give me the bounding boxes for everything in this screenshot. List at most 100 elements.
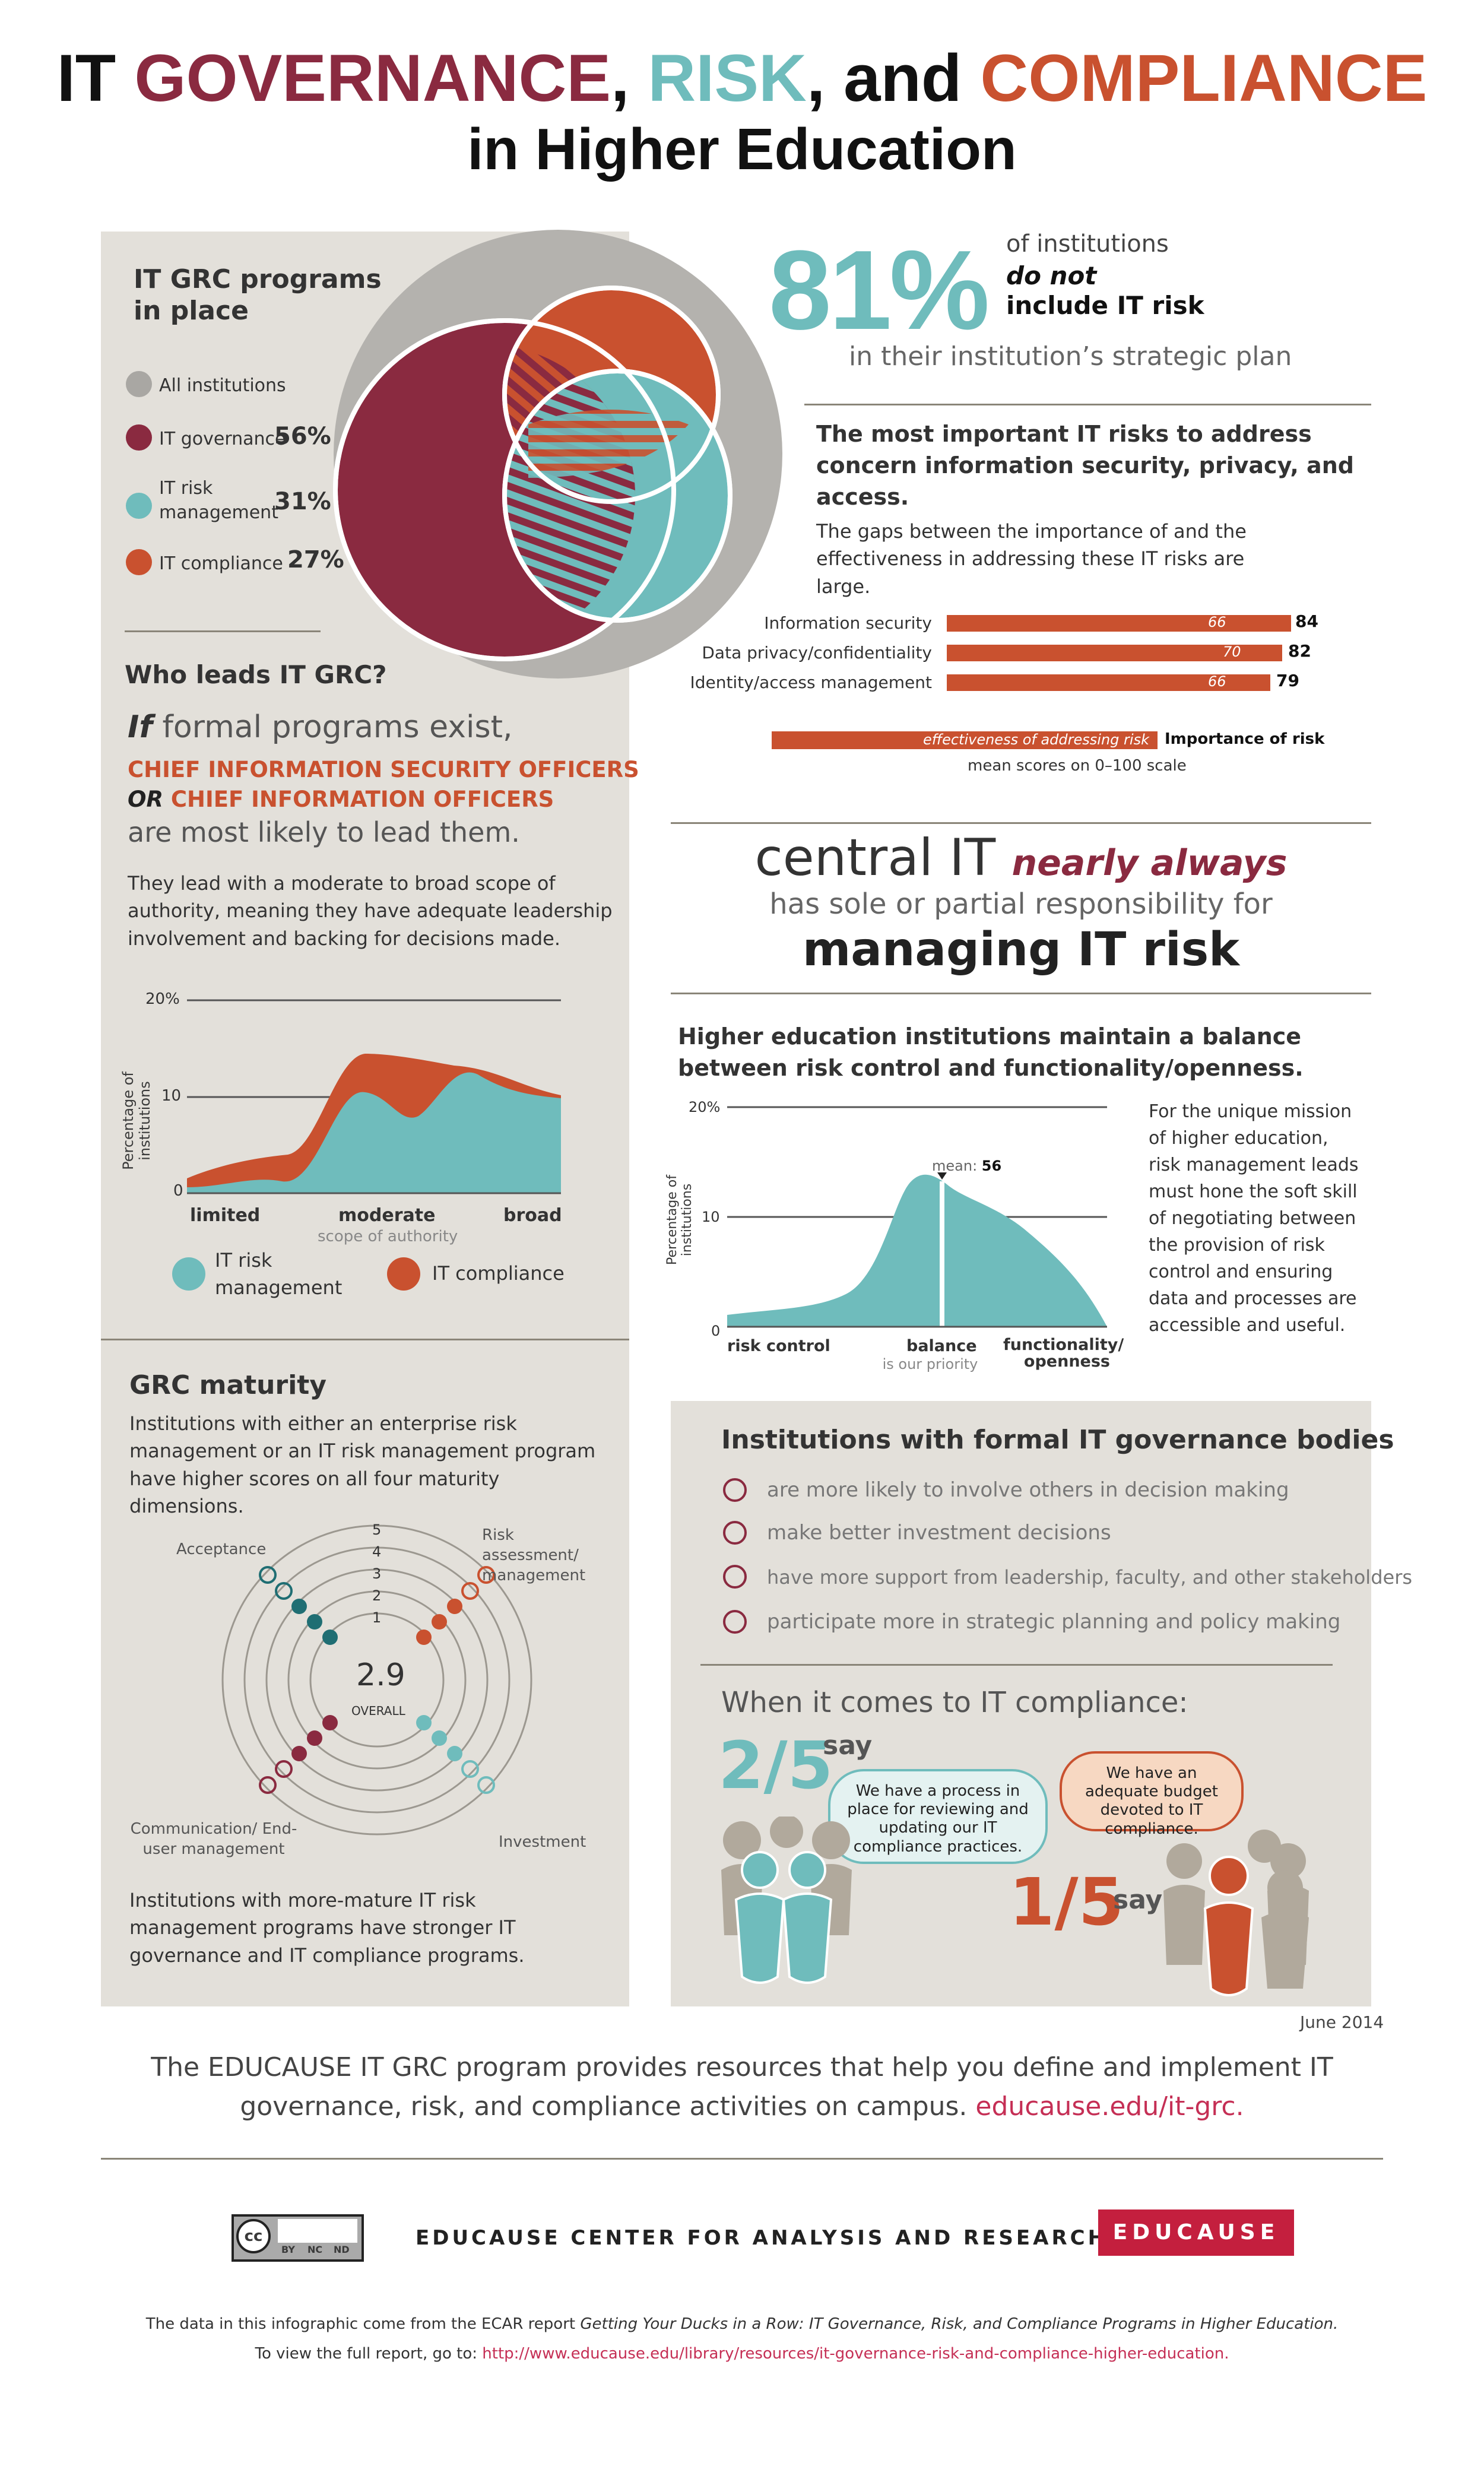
balance-ytick: 20% [689, 1099, 721, 1115]
balance-area-chart [727, 1106, 1107, 1328]
legend-dot-all [126, 371, 152, 397]
legend-label-all: All institutions [159, 375, 286, 396]
risk-label: Identity/access management [690, 673, 932, 692]
legend-pct-governance: 56% [274, 423, 331, 450]
legend-pct-compliance: 27% [287, 546, 344, 573]
scope-xsub: scope of authority [318, 1228, 458, 1245]
bodies-item: make better investment decisions [767, 1521, 1111, 1545]
maturity-communication-points [259, 1715, 338, 1794]
cc-label-by: BY [281, 2244, 295, 2255]
maturity-heading: GRC maturity [129, 1370, 326, 1400]
risk-importance-bar [947, 674, 1270, 691]
stat-81-percent: 81% [769, 227, 990, 353]
ecar-name: EDUCAUSE CENTER FOR ANALYSIS AND RESEARC… [416, 2226, 1108, 2250]
compliance-bubble2: We have an adequate budget devoted to IT… [1060, 1751, 1244, 1838]
maturity-radial-chart [221, 1524, 532, 1836]
stat-81-line2: do not [1006, 261, 1097, 290]
balance-x-mid-sub: is our priority [882, 1356, 978, 1372]
scope-legend-compliance: IT compliance [432, 1262, 565, 1285]
people-group-teal [721, 1817, 852, 1984]
legend-label-risk: IT risk management [159, 478, 278, 523]
scope-xtick: limited [190, 1205, 261, 1226]
stat-81-line1: of institutions [1006, 230, 1169, 258]
footer-text: The EDUCAUSE IT GRC program provides res… [151, 2052, 1333, 2122]
maturity-tick: 2 [372, 1587, 382, 1604]
balance-x-right: functionality/ openness [1003, 1336, 1124, 1371]
central-line1: central IT nearly always [754, 828, 1288, 887]
balance-distribution [727, 1174, 1107, 1327]
risk-importance-value: 84 [1295, 611, 1318, 631]
source-line1: The data in this infographic come from t… [145, 2315, 1339, 2333]
bullet-circle [723, 1521, 747, 1545]
legend-importance-label: Importance of risk [1165, 730, 1325, 748]
maturity-tick: 3 [372, 1565, 382, 1582]
leads-likely: are most likely to lead them. [128, 816, 520, 848]
risk-importance-bar [947, 645, 1282, 661]
stat-81-line3: include IT risk [1006, 291, 1204, 320]
balance-ytick: 10 [702, 1209, 720, 1225]
cc-label-nd: ND [334, 2244, 350, 2255]
maturity-desc: Institutions with either an enterprise r… [129, 1412, 596, 1518]
divider [804, 404, 1371, 405]
maturity-dim-risk: Risk assessment/ management [482, 1526, 586, 1584]
maturity-tick: 5 [372, 1521, 382, 1538]
compliance-say1: say [823, 1730, 873, 1761]
maturity-center-label: OVERALL [351, 1704, 405, 1718]
legend-label-compliance: IT compliance [159, 553, 283, 574]
divider [671, 822, 1371, 824]
maturity-dim-investment: Investment [499, 1833, 586, 1851]
bodies-item: participate more in strategic planning a… [767, 1610, 1341, 1634]
compliance-say2: say [1113, 1885, 1163, 1915]
balance-x-mid: balance [906, 1337, 977, 1355]
cc-license-badge: cc BY NC ND [232, 2214, 364, 2262]
risk-scale-note: mean scores on 0–100 scale [968, 757, 1187, 775]
risk-importance-bar [947, 615, 1291, 632]
legend-dot-compliance [126, 549, 152, 575]
central-line3: managing IT risk [802, 923, 1240, 977]
legend-label-governance: IT governance [159, 429, 286, 449]
legend-dot-governance [126, 424, 152, 451]
maturity-dim-acceptance: Acceptance [176, 1540, 267, 1558]
leads-if-line: If formal programs exist, [128, 709, 513, 745]
bodies-heading: Institutions with formal IT governance b… [721, 1425, 1394, 1455]
maturity-center-value: 2.9 [356, 1657, 405, 1693]
scope-ytick: 20% [145, 990, 180, 1008]
risks-subheading: The gaps between the importance of and t… [816, 520, 1247, 598]
scope-area-chart [187, 999, 561, 1194]
compliance-bubble1: We have a process in place for reviewing… [828, 1769, 1048, 1864]
cc-logo: cc [236, 2219, 271, 2253]
central-line2: has sole or partial responsibility for [769, 887, 1273, 921]
footer-link[interactable]: educause.edu/it-grc. [975, 2091, 1244, 2122]
maturity-tick: 1 [372, 1609, 382, 1626]
compliance-frac2: 1/5 [1009, 1864, 1124, 1940]
risks-heading: The most important IT risks to address c… [816, 421, 1354, 511]
source-url-link[interactable]: http://www.educause.edu/library/resource… [482, 2345, 1229, 2363]
scope-xtick: broad [503, 1205, 562, 1226]
compliance-heading: When it comes to IT compliance: [721, 1686, 1188, 1719]
maturity-tick: 4 [372, 1543, 382, 1560]
bodies-item: have more support from leadership, facul… [767, 1566, 1413, 1589]
divider [101, 2158, 1383, 2160]
leads-ciso: CHIEF INFORMATION SECURITY OFFICERS [128, 757, 639, 782]
bodies-item: are more likely to involve others in dec… [767, 1478, 1289, 1502]
risk-effectiveness-value: 70 [1223, 643, 1241, 660]
divider [101, 1339, 629, 1340]
divider [671, 993, 1371, 994]
page-title: IT GOVERNANCE, RISK, and COMPLIANCE [56, 41, 1428, 115]
divider [700, 1664, 1333, 1666]
scope-xtick: moderate [338, 1205, 436, 1226]
balance-ylabel: Percentage of institutions [665, 1175, 695, 1265]
cc-icons [278, 2219, 357, 2243]
page-subtitle: in Higher Education [467, 116, 1017, 182]
legend-pct-risk: 31% [274, 488, 331, 515]
educause-logo: EDUCAUSE [1098, 2209, 1294, 2256]
leads-heading: Who leads IT GRC? [125, 660, 387, 689]
source-line2: To view the full report, go to: http://w… [255, 2345, 1229, 2363]
scope-legend-risk: IT risk management [215, 1249, 343, 1299]
risk-label: Data privacy/confidentiality [702, 643, 932, 662]
balance-x-left: risk control [727, 1337, 830, 1355]
balance-ytick: 0 [711, 1323, 721, 1339]
legend-effectiveness-label: effectiveness of addressing risk [923, 731, 1149, 748]
people-group-orange [1163, 1830, 1309, 1996]
bullet-circle [723, 1610, 747, 1634]
